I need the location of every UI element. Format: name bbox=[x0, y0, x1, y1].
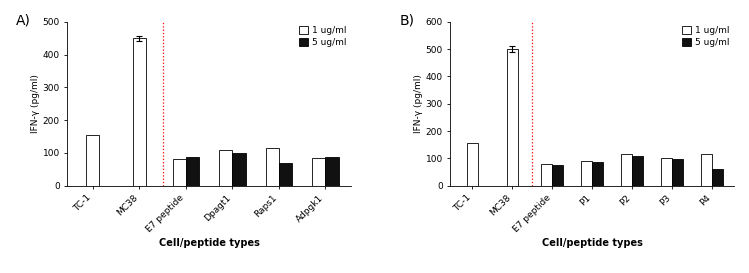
Bar bbox=[506, 49, 518, 186]
Bar bbox=[621, 154, 632, 186]
Bar bbox=[86, 135, 100, 186]
Legend: 1 ug/ml, 5 ug/ml: 1 ug/ml, 5 ug/ml bbox=[300, 26, 347, 47]
Bar bbox=[541, 164, 552, 186]
Bar bbox=[312, 158, 326, 186]
Bar bbox=[712, 169, 724, 186]
Text: B): B) bbox=[399, 14, 414, 28]
Bar bbox=[133, 38, 146, 186]
Bar bbox=[266, 148, 279, 186]
Bar bbox=[279, 163, 292, 186]
Bar bbox=[632, 156, 643, 186]
Bar bbox=[467, 143, 478, 186]
Text: A): A) bbox=[16, 14, 31, 28]
Bar bbox=[326, 157, 339, 186]
Bar bbox=[219, 150, 232, 186]
X-axis label: Cell/peptide types: Cell/peptide types bbox=[542, 238, 643, 248]
Bar bbox=[592, 162, 604, 186]
Y-axis label: IFN-γ (pg/ml): IFN-γ (pg/ml) bbox=[413, 74, 422, 133]
Bar bbox=[672, 159, 683, 186]
Bar bbox=[186, 157, 199, 186]
Bar bbox=[661, 158, 672, 186]
Bar bbox=[232, 153, 246, 186]
Bar bbox=[173, 159, 186, 186]
Bar bbox=[581, 161, 592, 186]
Bar bbox=[552, 165, 563, 186]
Legend: 1 ug/ml, 5 ug/ml: 1 ug/ml, 5 ug/ml bbox=[682, 26, 730, 47]
Y-axis label: IFN-γ (pg/ml): IFN-γ (pg/ml) bbox=[31, 74, 40, 133]
X-axis label: Cell/peptide types: Cell/peptide types bbox=[159, 238, 260, 248]
Bar bbox=[701, 154, 712, 186]
